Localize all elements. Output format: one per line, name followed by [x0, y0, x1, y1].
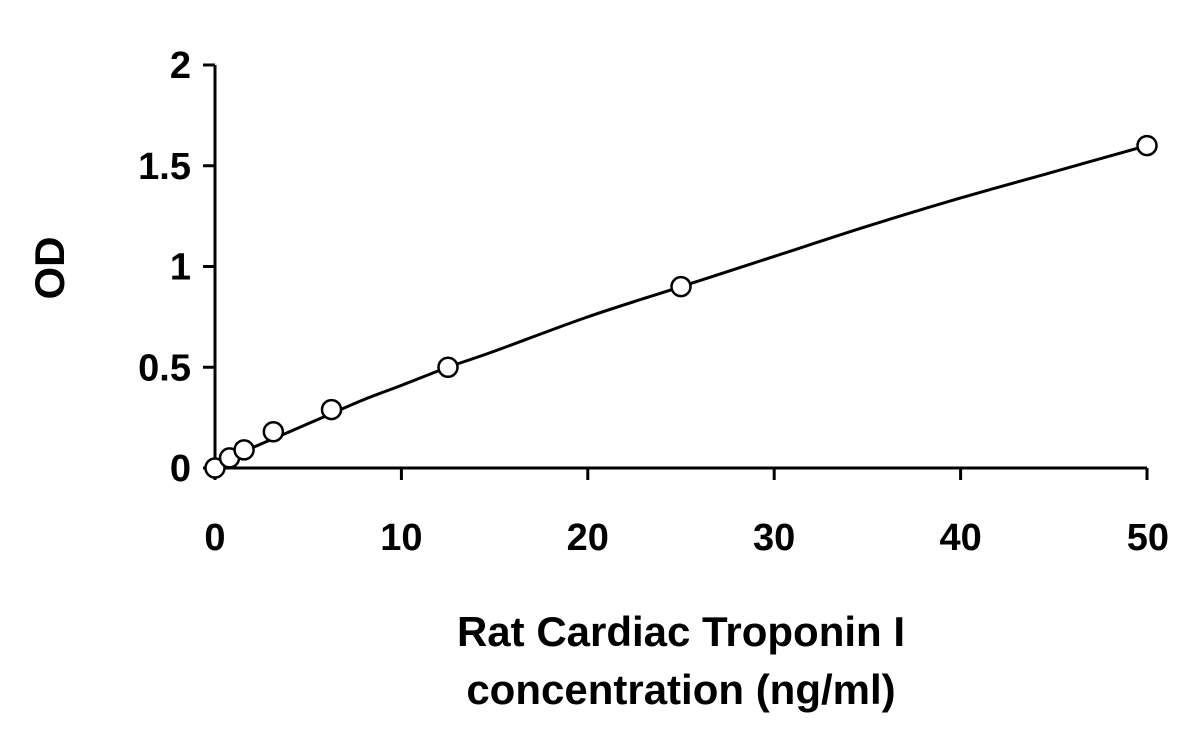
x-tick-label: 0	[204, 517, 225, 559]
x-tick-label: 30	[753, 517, 795, 559]
data-point	[233, 439, 255, 461]
data-point	[670, 275, 692, 298]
x-axis-title-line-2: concentration (ng/ml)	[466, 666, 895, 713]
x-tick-label: 20	[567, 517, 609, 559]
data-point	[262, 420, 285, 443]
data-point	[437, 356, 459, 378]
x-axis-title-line-1: Rat Cardiac Troponin I	[457, 608, 905, 655]
y-tick-label: 0	[170, 448, 191, 490]
y-tick-label: 1	[170, 247, 191, 289]
x-tick-label: 50	[1127, 517, 1169, 559]
y-axis-ticks: 0 0.5 1 1.5 2	[138, 45, 215, 490]
fit-curve-layer	[214, 144, 1148, 468]
y-tick-label: 0.5	[138, 347, 191, 389]
data-point	[1136, 134, 1158, 157]
data-points	[204, 134, 1158, 479]
data-point	[204, 457, 226, 479]
axes	[213, 65, 1147, 470]
x-axis-ticks: 0 10 20 30 40 50	[204, 468, 1169, 559]
x-tick-label: 40	[939, 517, 981, 559]
x-tick-label: 10	[380, 517, 422, 559]
y-axis-title: OD	[26, 237, 73, 300]
fit-curve	[214, 144, 1148, 468]
y-tick-label: 2	[170, 45, 191, 87]
y-tick-label: 1.5	[138, 146, 191, 188]
data-point	[320, 398, 343, 421]
